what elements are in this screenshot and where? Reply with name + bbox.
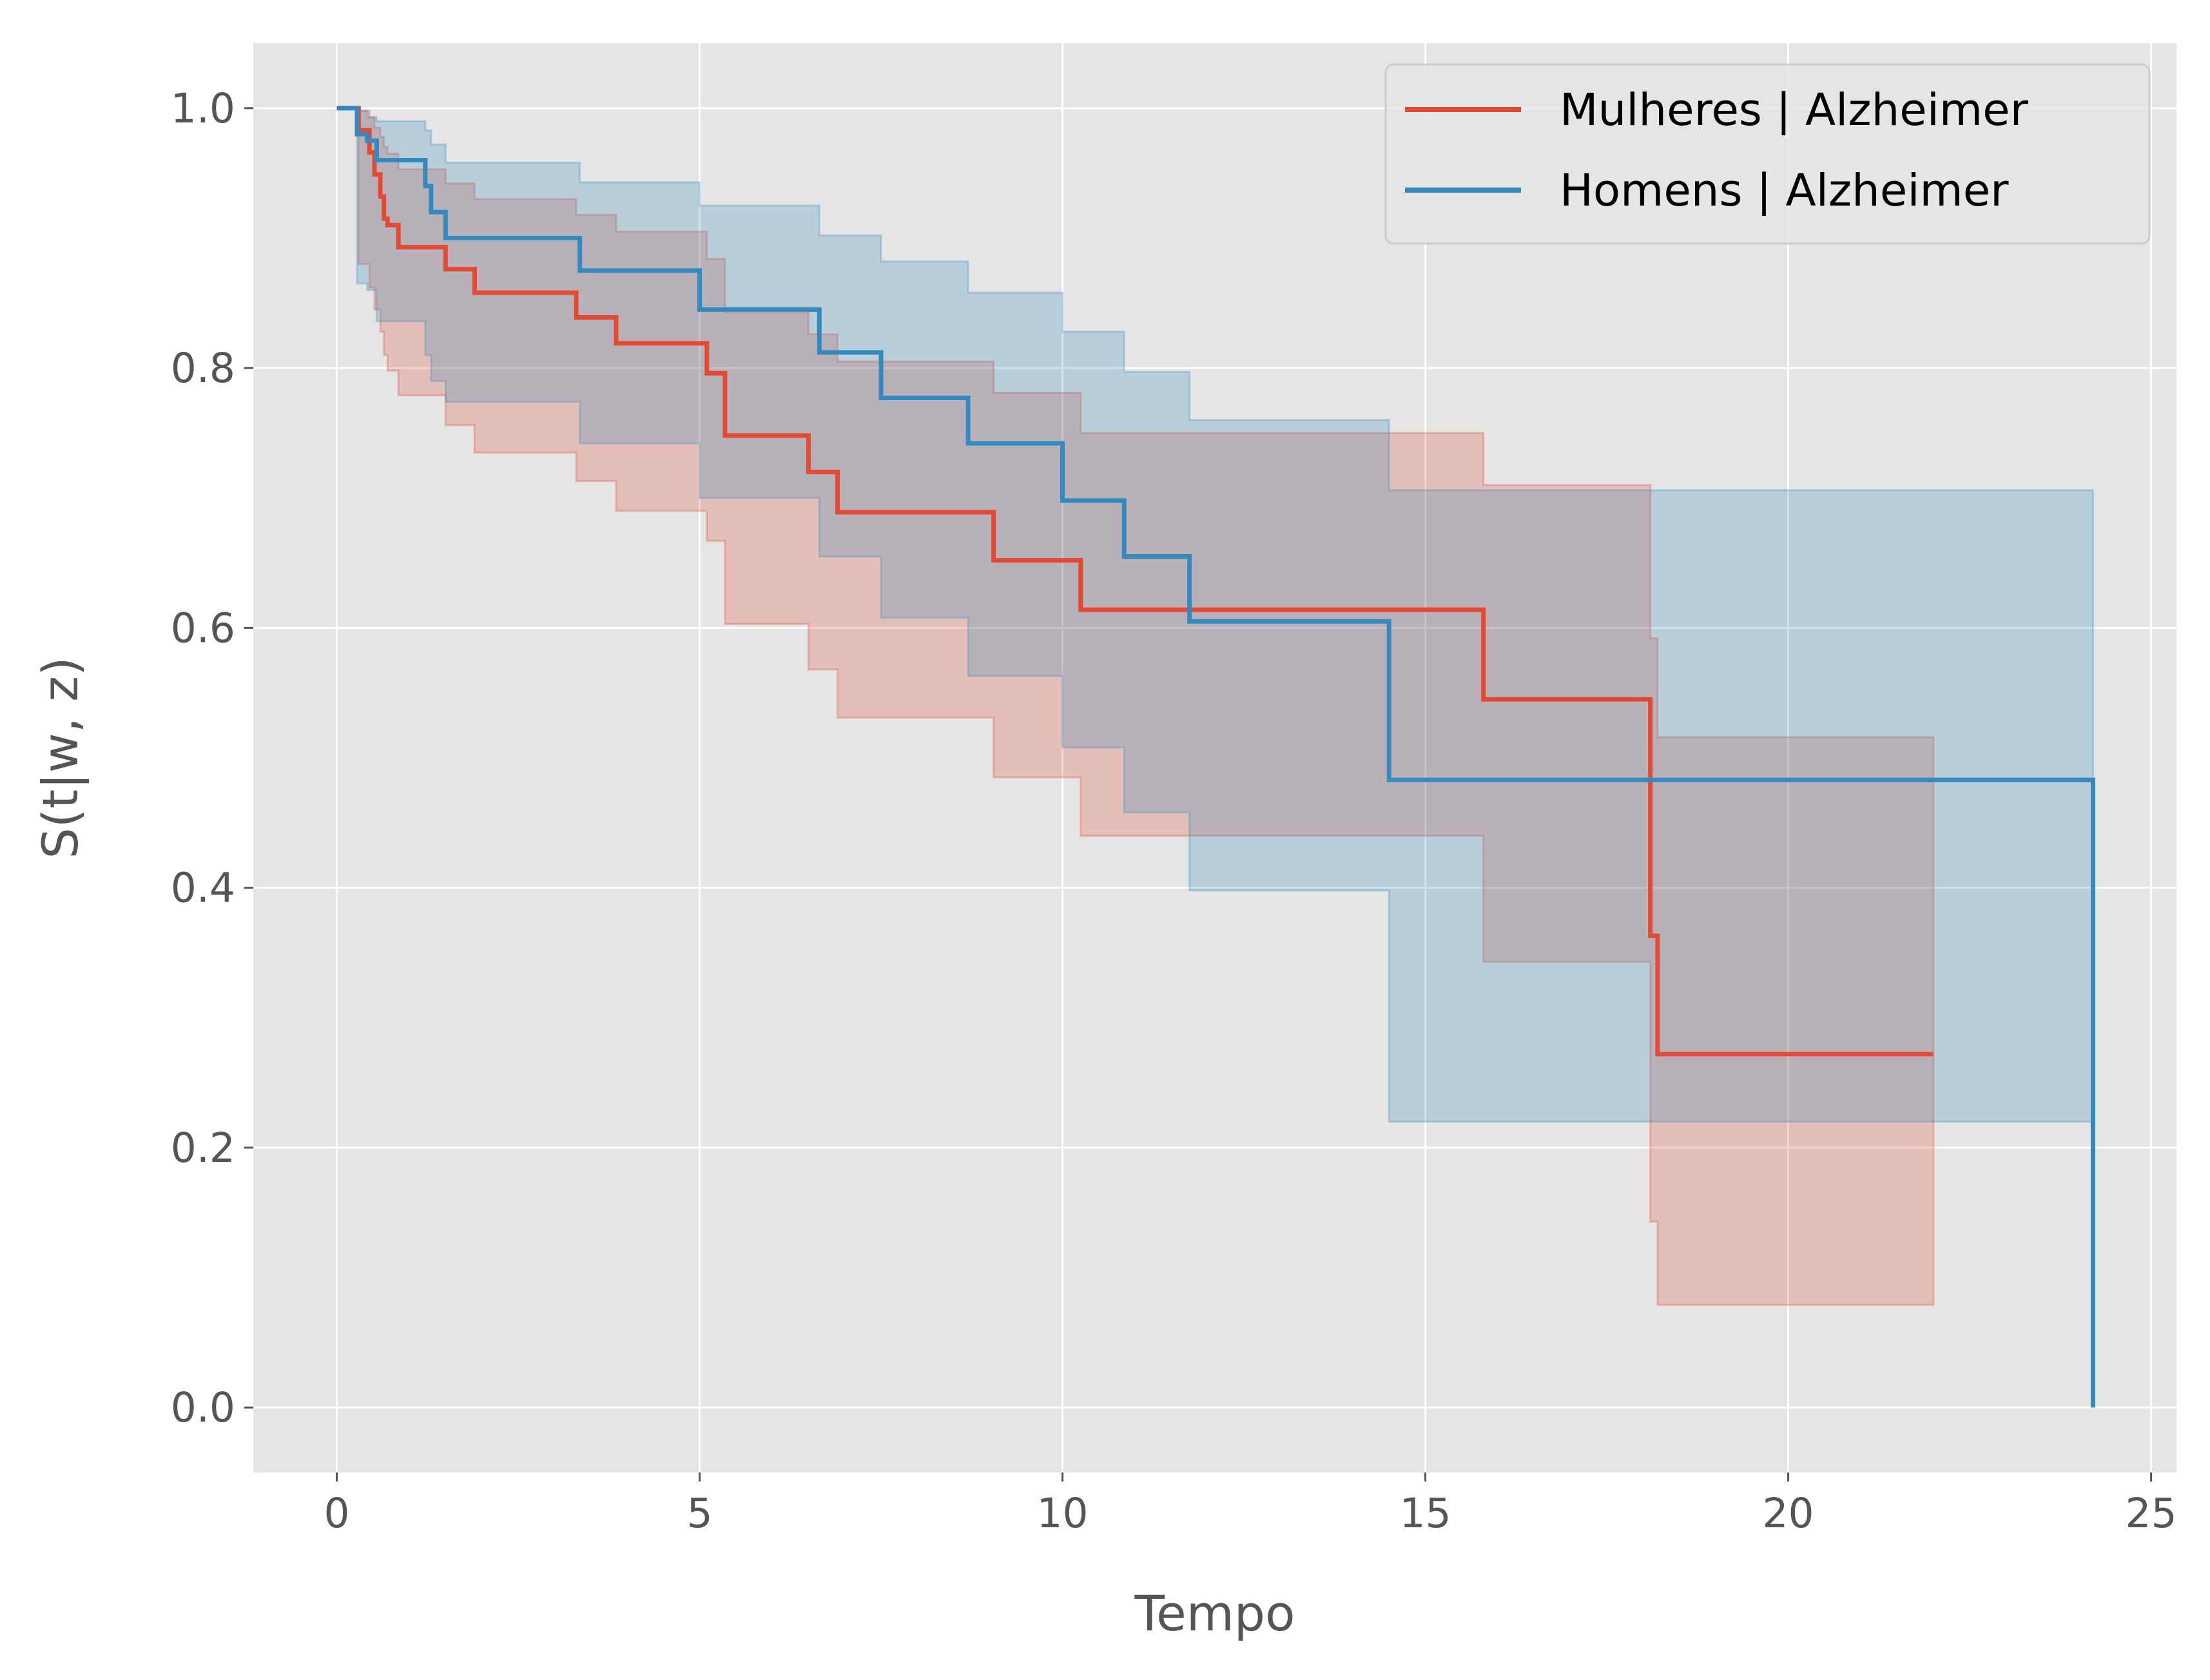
- survival-curves: [336, 106, 2095, 1408]
- x-tick-label: 5: [686, 1490, 712, 1537]
- x-tick-label: 10: [1036, 1490, 1088, 1537]
- confidence-band-0: [336, 107, 1935, 1306]
- x-axis-label: Tempo: [1134, 1585, 1295, 1642]
- y-tick-label: 0.0: [171, 1384, 235, 1431]
- legend-label-mulheres: Mulheres | Alzheimer: [1560, 84, 2029, 136]
- y-tick-label: 0.8: [171, 345, 235, 392]
- x-tick-label: 0: [324, 1490, 349, 1537]
- x-tick-label: 20: [1762, 1490, 1814, 1537]
- legend: Mulheres | Alzheimer Homens | Alzheimer: [1384, 63, 2151, 245]
- y-tick-label: 1.0: [171, 85, 235, 132]
- x-tick-label: 15: [1399, 1490, 1451, 1537]
- axis-ticks: 0 5 10 15 20 25 0.0 0.2 0.4 0.6 0.8 1.0: [171, 85, 2177, 1537]
- y-axis-label: S(t|w, z): [32, 657, 90, 858]
- survival-line-0: [336, 106, 1934, 1057]
- legend-label-homens: Homens | Alzheimer: [1560, 165, 2009, 217]
- y-tick-label: 0.6: [171, 604, 235, 652]
- survival-line-1: [336, 106, 2095, 1408]
- y-tick-label: 0.4: [171, 865, 235, 912]
- plot-background: [253, 43, 2176, 1472]
- x-tick-label: 25: [2126, 1490, 2177, 1537]
- y-tick-label: 0.2: [171, 1125, 235, 1172]
- legend-box: [1384, 63, 2151, 245]
- grid: [253, 43, 2176, 1472]
